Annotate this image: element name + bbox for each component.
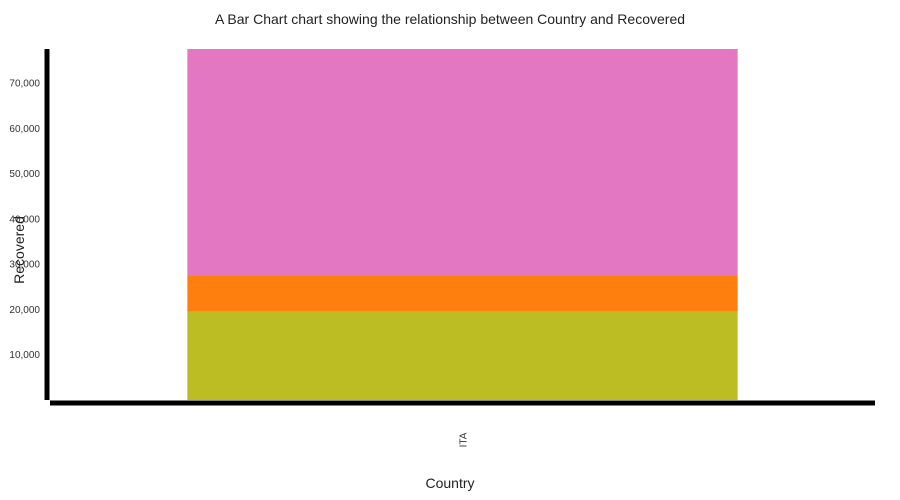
y-tick-label: 70,000 <box>9 78 40 89</box>
y-tick-label: 10,000 <box>9 350 40 361</box>
x-axis-label: Country <box>425 475 474 491</box>
y-tick-label: 60,000 <box>9 124 40 135</box>
bar-segment-3 <box>187 49 738 276</box>
bars-group <box>187 49 738 400</box>
bar-segment-2 <box>187 275 738 312</box>
y-tick-label: 40,000 <box>9 214 40 225</box>
y-tick-label: 30,000 <box>9 260 40 271</box>
x-tick-label: ITA <box>459 432 470 447</box>
x-axis-ticks: ITA <box>459 432 470 447</box>
bar-segment-1 <box>187 311 738 400</box>
y-tick-label: 20,000 <box>9 305 40 316</box>
y-axis-ticks: 10,000 20,000 30,000 40,000 50,000 60,000 70,0… <box>9 78 40 361</box>
chart-title: A Bar Chart chart showing the relationsh… <box>215 11 685 27</box>
y-axis-label: Recovered <box>11 216 27 284</box>
y-tick-label: 50,000 <box>9 169 40 180</box>
